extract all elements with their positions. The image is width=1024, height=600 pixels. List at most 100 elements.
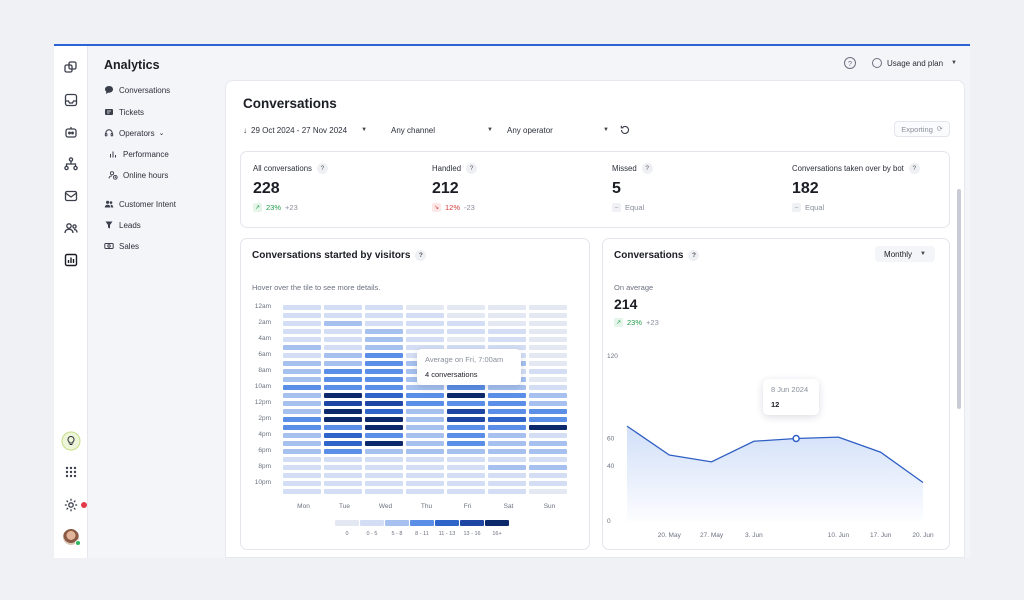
mail-icon[interactable] [63,188,79,204]
heatmap-cell[interactable] [447,489,485,494]
usage-and-plan-menu[interactable]: Usage and plan ▼ [872,56,957,70]
heatmap-cell[interactable] [447,401,485,406]
contacts-icon[interactable] [63,220,79,236]
heatmap-cell[interactable] [283,409,321,414]
heatmap-cell[interactable] [324,369,362,374]
heatmap-cell[interactable] [447,481,485,486]
heatmap-cell[interactable] [365,305,403,310]
heatmap-cell[interactable] [283,393,321,398]
heatmap-cell[interactable] [283,313,321,318]
heatmap-cell[interactable] [324,425,362,430]
heatmap-cell[interactable] [406,401,444,406]
heatmap-cell[interactable] [488,329,526,334]
heatmap-cell[interactable] [406,417,444,422]
heatmap-cell[interactable] [365,457,403,462]
heatmap-cell[interactable] [529,393,567,398]
heatmap-cell[interactable] [365,337,403,342]
heatmap-cell[interactable] [488,313,526,318]
line-chart[interactable]: 0 40 60 120 20. May 27. May 3. Jun 10. Jun 17. J… [603,239,951,551]
heatmap-cell[interactable] [324,393,362,398]
heatmap-cell[interactable] [488,465,526,470]
heatmap-cell[interactable] [324,449,362,454]
heatmap-cell[interactable] [365,329,403,334]
heatmap-cell[interactable] [365,345,403,350]
heatmap-cell[interactable] [406,337,444,342]
heatmap-cell[interactable] [365,361,403,366]
heatmap-cell[interactable] [365,481,403,486]
heatmap-cell[interactable] [324,337,362,342]
heatmap-cell[interactable] [283,433,321,438]
heatmap-cell[interactable] [447,305,485,310]
bot-icon[interactable] [63,124,79,140]
heatmap-cell[interactable] [488,401,526,406]
heatmap-cell[interactable] [406,385,444,390]
heatmap-cell[interactable] [488,345,526,350]
heatmap-cell[interactable] [324,321,362,326]
heatmap-cell[interactable] [529,417,567,422]
heatmap-cell[interactable] [324,465,362,470]
heatmap-cell[interactable] [529,409,567,414]
heatmap-cell[interactable] [447,385,485,390]
heatmap-cell[interactable] [283,369,321,374]
settings-gear-icon[interactable] [63,497,79,513]
heatmap-cell[interactable] [406,457,444,462]
heatmap-cell[interactable] [365,449,403,454]
help-icon[interactable]: ? [316,163,328,174]
heatmap-cell[interactable] [488,393,526,398]
sidebar-item-tickets[interactable]: Tickets [104,104,144,120]
heatmap-cell[interactable] [406,329,444,334]
heatmap-cell[interactable] [488,481,526,486]
analytics-icon[interactable] [63,252,79,268]
heatmap-cell[interactable] [488,441,526,446]
heatmap-cell[interactable] [406,449,444,454]
heatmap-cell[interactable] [283,449,321,454]
help-icon[interactable]: ? [908,163,920,174]
heatmap-cell[interactable] [406,441,444,446]
refresh-icon[interactable] [619,123,631,135]
heatmap-cell[interactable] [447,425,485,430]
heatmap-cell[interactable] [529,369,567,374]
heatmap-cell[interactable] [406,473,444,478]
heatmap-cell[interactable] [283,337,321,342]
heatmap-cell[interactable] [447,345,485,350]
period-select[interactable]: Monthly ▼ [875,246,935,262]
heatmap-cell[interactable] [283,401,321,406]
heatmap-cell[interactable] [283,377,321,382]
scrollbar[interactable] [957,189,961,409]
heatmap-cell[interactable] [283,321,321,326]
heatmap-cell[interactable] [283,329,321,334]
lightbulb-icon[interactable] [61,431,81,451]
heatmap-cell[interactable] [324,385,362,390]
sidebar-item-operators[interactable]: Operators ⌄ [104,125,164,141]
heatmap-cell[interactable] [365,473,403,478]
apps-grid-icon[interactable] [63,464,79,480]
heatmap-cell[interactable] [324,313,362,318]
heatmap-cell[interactable] [488,489,526,494]
heatmap-cell[interactable] [406,409,444,414]
heatmap-cell[interactable] [488,409,526,414]
heatmap-cell[interactable] [324,401,362,406]
heatmap-cell[interactable] [283,345,321,350]
heatmap-cell[interactable] [283,305,321,310]
heatmap-cell[interactable] [324,473,362,478]
heatmap-cell[interactable] [447,393,485,398]
help-icon[interactable]: ? [844,57,856,69]
heatmap-cell[interactable] [488,433,526,438]
heatmap-cell[interactable] [488,337,526,342]
heatmap-cell[interactable] [406,321,444,326]
heatmap-cell[interactable] [283,425,321,430]
heatmap-cell[interactable] [324,409,362,414]
heatmap-cell[interactable] [447,473,485,478]
heatmap-cell[interactable] [488,321,526,326]
heatmap-cell[interactable] [365,401,403,406]
heatmap-cell[interactable] [406,345,444,350]
heatmap-cell[interactable] [324,433,362,438]
heatmap-cell[interactable] [406,305,444,310]
heatmap-cell[interactable] [488,425,526,430]
heatmap-cell[interactable] [529,481,567,486]
heatmap-cell[interactable] [529,401,567,406]
heatmap-cell[interactable] [406,489,444,494]
heatmap-cell[interactable] [529,313,567,318]
heatmap-cell[interactable] [365,369,403,374]
heatmap-cell[interactable] [406,313,444,318]
